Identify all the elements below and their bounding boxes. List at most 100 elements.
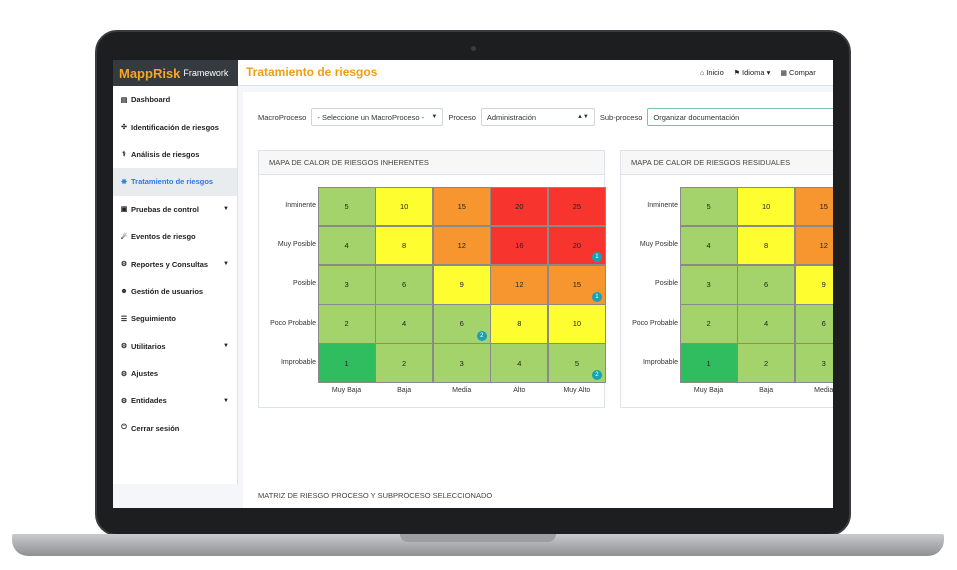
chevron-down-icon[interactable]: ▼ bbox=[223, 206, 229, 213]
sidebar-item-entidades[interactable]: ⚙ Entidades ▼ bbox=[113, 387, 237, 414]
sidebar-analisis-icon: ⚕ bbox=[122, 151, 126, 159]
sidebar-dashboard-icon: ▤ bbox=[120, 96, 128, 104]
heatmap-cell[interactable]: 1 bbox=[679, 343, 738, 383]
main-content: MacroProceso - Seleccione un MacroProces… bbox=[243, 92, 833, 508]
heatmap-cell[interactable]: 2 bbox=[679, 304, 738, 344]
brand-logo[interactable]: MappRisk Framework bbox=[113, 60, 238, 86]
heatmap-cell[interactable]: 20 bbox=[490, 186, 549, 227]
chevron-down-icon[interactable]: ▼ bbox=[223, 261, 229, 268]
heatmap-cell[interactable]: 16 bbox=[490, 225, 549, 266]
navbar-links: ⌂ Inicio ⚑ Idioma ▾ ▦ Compar bbox=[700, 68, 816, 77]
navbar-link-inicio[interactable]: ⌂ Inicio bbox=[700, 68, 724, 77]
risk-count-badge[interactable]: 1 bbox=[591, 252, 602, 263]
heatmap-cell[interactable]: 10 bbox=[547, 304, 606, 344]
heatmap-cell[interactable]: 4 bbox=[737, 304, 796, 344]
heatmap-col-label: Media bbox=[814, 387, 833, 394]
sidebar-item-usuarios[interactable]: ☻ Gestión de usuarios bbox=[113, 278, 237, 305]
heatmap-cell-value: 6 bbox=[764, 280, 769, 290]
sidebar-item-utilitarios[interactable]: ⚙ Utilitarios ▼ bbox=[113, 333, 237, 360]
heatmap-cell[interactable]: 10 bbox=[737, 186, 796, 227]
risk-count-badge[interactable]: 2 bbox=[476, 330, 487, 341]
chevron-down-icon[interactable]: ▼ bbox=[223, 343, 229, 350]
sidebar-entidades-icon: ⚙ bbox=[120, 397, 128, 405]
heatmap-cell[interactable]: 25 bbox=[547, 186, 606, 227]
sidebar-item-label: Reportes y Consultas bbox=[131, 259, 209, 269]
heatmap-cell[interactable]: 12 bbox=[794, 225, 833, 266]
heatmap-cell[interactable]: 15 bbox=[794, 186, 833, 227]
heatmap-cell-value: 1 bbox=[706, 358, 711, 368]
heatmap-cell[interactable]: 10 bbox=[375, 186, 434, 227]
sidebar-item-label: Seguimiento bbox=[131, 314, 177, 324]
heatmap-cell[interactable]: 3 bbox=[794, 343, 833, 383]
heatmap-cell-value: 6 bbox=[402, 280, 407, 290]
proceso-select[interactable]: Administración ▲▼ bbox=[480, 108, 595, 126]
navbar-link-idioma[interactable]: ⚑ Idioma ▾ bbox=[734, 68, 771, 77]
heatmap-cell[interactable]: 9 bbox=[432, 264, 491, 305]
heatmap-cell[interactable]: 5 bbox=[679, 186, 738, 227]
sidebar-item-eventos[interactable]: ☄ Eventos de riesgo bbox=[113, 223, 237, 250]
heatmap-cell[interactable]: 4 bbox=[375, 304, 434, 344]
risk-count-badge[interactable]: 2 bbox=[591, 369, 602, 380]
heatmap-cell[interactable]: 15 1 bbox=[547, 264, 606, 305]
heatmap-cell[interactable]: 15 bbox=[432, 186, 491, 227]
heatmap-cell[interactable]: 6 bbox=[794, 304, 833, 344]
heatmap-inherent-title: MAPA DE CALOR DE RIESGOS INHERENTES bbox=[259, 151, 604, 175]
heatmap-row-label: Posible bbox=[293, 280, 316, 288]
navbar-link-compar[interactable]: ▦ Compar bbox=[780, 68, 815, 77]
heatmap-cell-value: 8 bbox=[402, 241, 407, 251]
sidebar-item-label: Tratamiento de riesgos bbox=[131, 177, 214, 187]
heatmap-cell[interactable]: 12 bbox=[432, 225, 491, 266]
navbar-link-label: Inicio bbox=[706, 68, 724, 77]
sidebar-item-analisis[interactable]: ⚕ Análisis de riesgos bbox=[113, 141, 237, 168]
heatmap-cell-value: 4 bbox=[706, 241, 711, 251]
sidebar-item-ajustes[interactable]: ⚙ Ajustes bbox=[113, 360, 237, 387]
heatmap-cell[interactable]: 3 bbox=[432, 343, 491, 383]
heatmap-cell[interactable]: 8 bbox=[490, 304, 549, 344]
heatmap-cell[interactable]: 1 bbox=[317, 343, 376, 383]
heatmap-cell[interactable]: 3 bbox=[317, 264, 376, 305]
sidebar-item-pruebas[interactable]: ▣ Pruebas de control ▼ bbox=[113, 196, 237, 223]
sidebar-usuarios-icon: ☻ bbox=[120, 287, 128, 295]
heatmap-cell[interactable]: 4 bbox=[679, 225, 738, 266]
heatmap-cell[interactable]: 20 1 bbox=[547, 225, 606, 266]
heatmap-row-label: Inminente bbox=[647, 202, 678, 209]
heatmap-cell-value: 2 bbox=[402, 358, 407, 368]
chevron-down-icon[interactable]: ▼ bbox=[223, 397, 229, 404]
heatmap-cell[interactable]: 6 bbox=[375, 264, 434, 305]
subproceso-select[interactable]: Organizar documentación bbox=[647, 108, 833, 126]
heatmap-cell[interactable]: 4 bbox=[490, 343, 549, 383]
sidebar-item-label: Cerrar sesión bbox=[131, 423, 180, 433]
heatmap-cell[interactable]: 2 bbox=[375, 343, 434, 383]
sidebar-item-cerrar[interactable]: ⏻ Cerrar sesión bbox=[113, 415, 237, 442]
heatmap-cell[interactable]: 12 bbox=[490, 264, 549, 305]
heatmap-cell-value: 1 bbox=[344, 358, 349, 368]
sidebar-item-seguimiento[interactable]: ☰ Seguimiento bbox=[113, 305, 237, 332]
macroproceso-value: - Seleccione un MacroProceso - bbox=[317, 112, 425, 122]
heatmap-cell[interactable]: 8 bbox=[375, 225, 434, 266]
heatmap-cell[interactable]: 4 bbox=[317, 225, 376, 266]
heatmap-cell[interactable]: 5 bbox=[317, 186, 376, 227]
heatmap-cell-value: 3 bbox=[821, 358, 826, 368]
sidebar-item-reportes[interactable]: ⚙ Reportes y Consultas ▼ bbox=[113, 250, 237, 277]
heatmap-cell[interactable]: 9 bbox=[794, 264, 833, 305]
heatmap-cell-value: 20 bbox=[572, 241, 582, 251]
brand-name: MappRisk bbox=[119, 65, 181, 81]
sidebar-item-tratamiento[interactable]: ❋ Tratamiento de riesgos bbox=[113, 168, 237, 196]
heatmap-cell[interactable]: 6 bbox=[737, 264, 796, 305]
heatmap-cell[interactable]: 2 bbox=[737, 343, 796, 383]
heatmap-cell[interactable]: 2 bbox=[317, 304, 376, 344]
macroproceso-select[interactable]: - Seleccione un MacroProceso - ▼ bbox=[311, 108, 444, 126]
sidebar-item-identificacion[interactable]: ✣ Identificación de riesgos bbox=[113, 113, 237, 140]
sidebar-item-dashboard[interactable]: ▤ Dashboard bbox=[113, 86, 237, 113]
heatmap-cell-value: 4 bbox=[764, 319, 769, 329]
heatmap-cell-value: 8 bbox=[764, 241, 769, 251]
heatmap-residual-title: MAPA DE CALOR DE RIESGOS RESIDUALES bbox=[621, 151, 833, 175]
flag-icon: ⚑ bbox=[733, 70, 741, 77]
heatmap-cell[interactable]: 3 bbox=[679, 264, 738, 305]
risk-count-badge[interactable]: 1 bbox=[591, 291, 602, 302]
heatmap-cell[interactable]: 8 bbox=[737, 225, 796, 266]
heatmap-cell-value: 6 bbox=[459, 319, 464, 329]
heatmap-grid: 51015202548121620369121524681012345 bbox=[679, 186, 833, 383]
